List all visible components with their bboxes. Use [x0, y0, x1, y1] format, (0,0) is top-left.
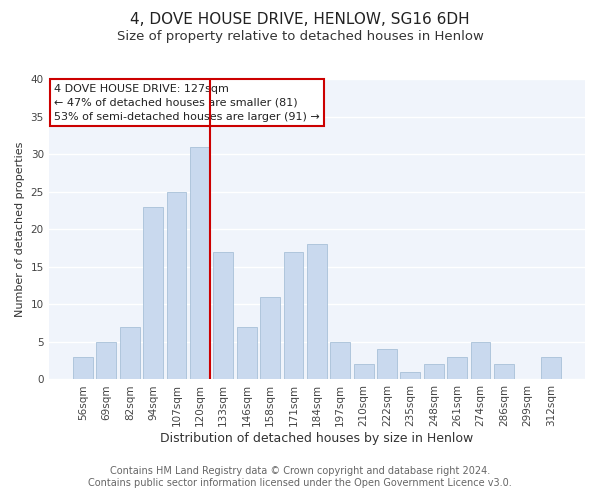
Bar — [330, 342, 350, 380]
Bar — [377, 350, 397, 380]
Bar — [447, 357, 467, 380]
Bar — [400, 372, 421, 380]
Bar — [214, 252, 233, 380]
Bar — [470, 342, 490, 380]
Bar — [237, 327, 257, 380]
Bar — [260, 297, 280, 380]
Bar — [424, 364, 443, 380]
Bar — [120, 327, 140, 380]
Text: 4 DOVE HOUSE DRIVE: 127sqm
← 47% of detached houses are smaller (81)
53% of semi: 4 DOVE HOUSE DRIVE: 127sqm ← 47% of deta… — [54, 84, 320, 122]
Bar — [353, 364, 374, 380]
Bar — [143, 206, 163, 380]
Bar — [190, 146, 210, 380]
Bar — [167, 192, 187, 380]
Bar — [307, 244, 327, 380]
Bar — [494, 364, 514, 380]
Bar — [97, 342, 116, 380]
Bar — [541, 357, 560, 380]
Bar — [73, 357, 93, 380]
Bar — [284, 252, 304, 380]
Y-axis label: Number of detached properties: Number of detached properties — [15, 142, 25, 317]
X-axis label: Distribution of detached houses by size in Henlow: Distribution of detached houses by size … — [160, 432, 473, 445]
Text: Contains HM Land Registry data © Crown copyright and database right 2024.: Contains HM Land Registry data © Crown c… — [110, 466, 490, 476]
Text: Size of property relative to detached houses in Henlow: Size of property relative to detached ho… — [116, 30, 484, 43]
Text: Contains public sector information licensed under the Open Government Licence v3: Contains public sector information licen… — [88, 478, 512, 488]
Text: 4, DOVE HOUSE DRIVE, HENLOW, SG16 6DH: 4, DOVE HOUSE DRIVE, HENLOW, SG16 6DH — [130, 12, 470, 28]
